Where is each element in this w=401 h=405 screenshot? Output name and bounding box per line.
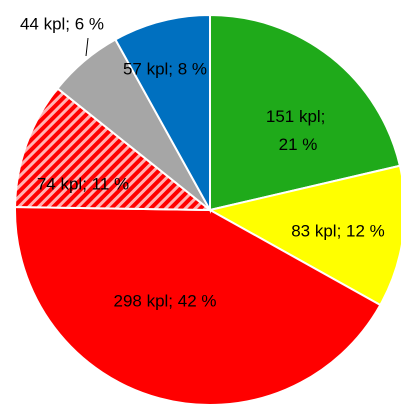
- data-label: 298 kpl; 42 %: [113, 291, 216, 310]
- leader-line: [85, 37, 89, 57]
- pie-slice: [14, 205, 382, 405]
- data-label: 44 kpl; 6 %: [20, 14, 104, 33]
- data-label: 83 kpl; 12 %: [291, 221, 385, 240]
- pie-slice: [209, 13, 401, 212]
- pie-slice: [114, 13, 211, 214]
- data-label: 74 kpl; 11 %: [37, 174, 129, 193]
- data-label: 151 kpl; 21 %: [266, 107, 330, 154]
- data-label: 57 kpl; 8 %: [123, 59, 207, 78]
- pie-slice: [207, 164, 401, 307]
- data-label-line: 151 kpl;: [266, 107, 330, 126]
- data-label-line: 21 %: [279, 135, 318, 154]
- pie-slice: [14, 87, 213, 212]
